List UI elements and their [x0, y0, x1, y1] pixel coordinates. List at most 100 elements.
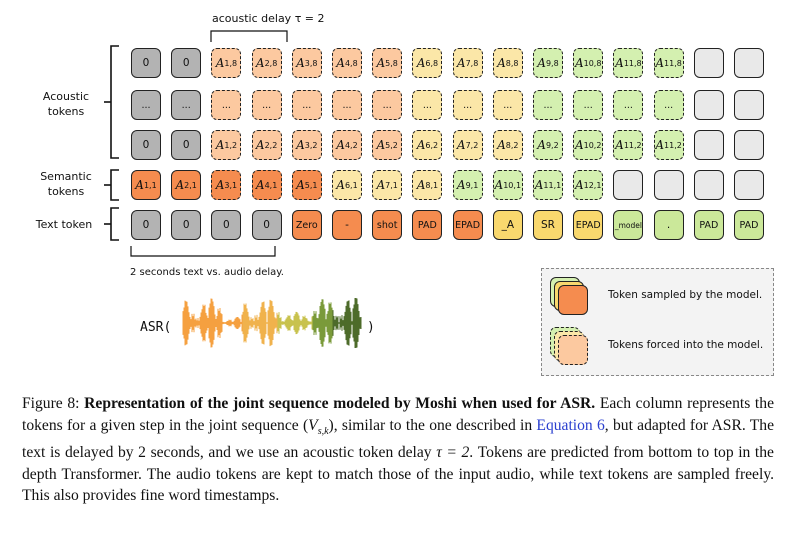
token-acoustic-bottom-4: A 3,2 [291, 130, 322, 160]
token-acoustic-bottom-10: A 9,2 [533, 130, 563, 160]
token-label: A 3,8 [296, 56, 318, 70]
token-acoustic-bottom-5: A 4,2 [332, 130, 362, 160]
token-label: A 11,8 [615, 56, 642, 70]
token-acoustic-top-1: 0 [171, 48, 202, 78]
token-semantic-14 [693, 170, 724, 200]
token-acoustic-bottom-0: 0 [131, 130, 161, 160]
token-acoustic-bottom-15 [734, 130, 764, 160]
caption-text-1: Each column represents the tokens for a … [22, 395, 774, 434]
figure-caption: Figure 8: Representation of the joint se… [22, 393, 774, 507]
token-text-12: _model [613, 210, 644, 240]
token-label [735, 131, 763, 159]
token-acoustic-bottom-13: A 11,2 [653, 130, 684, 160]
token-label: ... [463, 99, 473, 111]
token-label: A 11,8 [655, 56, 682, 70]
token-label: ... [422, 99, 432, 111]
token-text-15: PAD [734, 210, 764, 240]
token-acoustic-bottom-12: A 11,2 [613, 130, 644, 160]
token-label: A 3,2 [296, 138, 318, 152]
token-label: PAD [417, 219, 437, 231]
token-label: ... [543, 99, 553, 111]
token-label: A 12,1 [574, 178, 602, 192]
token-acoustic-top-8: A 7,8 [452, 48, 483, 78]
token-acoustic-middle-1: ... [171, 90, 202, 120]
audio-waveform [182, 298, 362, 348]
token-acoustic-middle-9: ... [492, 90, 523, 120]
asr-close-label: ) [367, 320, 375, 335]
token-acoustic-bottom-1: 0 [171, 130, 202, 160]
token-semantic-5: A 6,1 [332, 170, 362, 200]
token-label: A 1,2 [215, 138, 238, 152]
token-label: A 6,2 [416, 138, 439, 152]
token-label: 0 [182, 139, 190, 151]
token-label: A 9,1 [456, 178, 479, 192]
token-acoustic-middle-4: ... [291, 90, 322, 120]
token-label: . [666, 219, 671, 231]
token-text-5: - [332, 210, 362, 240]
figure-diagram: acoustic delay τ = 2 Acoustic tokens Sem… [26, 12, 774, 376]
token-text-2: 0 [211, 210, 242, 240]
acoustic-delay-bracket [210, 30, 288, 42]
token-acoustic-middle-2: ... [211, 90, 242, 120]
token-semantic-9: A 10,1 [492, 170, 523, 200]
asr-open-label: ASR( [140, 320, 172, 335]
token-label: A 5,8 [376, 56, 398, 70]
token-label: ... [503, 99, 513, 111]
token-label: PAD [699, 219, 719, 231]
token-acoustic-bottom-7: A 6,2 [412, 130, 443, 160]
token-label [735, 171, 763, 199]
token-label: A 1,8 [215, 56, 238, 70]
token-acoustic-top-11: A 10,8 [573, 48, 604, 78]
token-acoustic-bottom-3: A 2,2 [251, 130, 282, 160]
token-label: A 8,1 [416, 178, 439, 192]
token-text-3: 0 [251, 210, 282, 240]
token-acoustic-middle-7: ... [412, 90, 443, 120]
token-label: A 10,2 [574, 138, 602, 152]
token-label: _model [614, 220, 642, 230]
semantic-row-label: Semantic tokens [26, 169, 106, 199]
token-semantic-0: A 1,1 [131, 170, 161, 200]
token-label: A 4,2 [336, 138, 358, 152]
token-acoustic-middle-14 [693, 90, 724, 120]
token-semantic-7: A 8,1 [412, 170, 443, 200]
token-text-13: . [653, 210, 684, 240]
token-semantic-12 [613, 170, 644, 200]
token-label: A 11,2 [655, 138, 682, 152]
token-label: ... [141, 99, 151, 111]
token-label: A 4,1 [255, 178, 278, 192]
token-label: A 10,1 [494, 178, 522, 192]
token-text-7: PAD [412, 210, 443, 240]
token-acoustic-middle-5: ... [332, 90, 362, 120]
token-label: 0 [142, 219, 150, 231]
equation-6-link[interactable]: Equation 6 [536, 416, 605, 434]
token-label: A 7,2 [456, 138, 479, 152]
token-acoustic-middle-15 [734, 90, 764, 120]
caption-math-sub: s,k [317, 425, 329, 437]
token-acoustic-top-7: A 6,8 [412, 48, 443, 78]
semantic-row-label-line2: tokens [47, 185, 85, 198]
token-semantic-1: A 2,1 [171, 170, 202, 200]
text-delay-label: 2 seconds text vs. audio delay. [130, 267, 284, 278]
token-label: Zero [295, 219, 318, 231]
caption-text-2: ), similar to the one described in [328, 416, 537, 434]
token-label: shot [376, 219, 398, 231]
token-label: PAD [739, 219, 759, 231]
token-semantic-11: A 12,1 [573, 170, 604, 200]
token-text-14: PAD [693, 210, 724, 240]
token-label: A 8,2 [497, 138, 519, 152]
token-label: A 4,8 [336, 56, 358, 70]
token-label: A 5,2 [376, 138, 398, 152]
token-label: A 3,1 [215, 178, 238, 192]
token-label: EPAD [575, 219, 601, 231]
token-acoustic-top-12: A 11,8 [613, 48, 644, 78]
forced-token-swatch [550, 327, 590, 367]
legend-sampled-text: Token sampled by the model. [608, 289, 763, 301]
sampled-token-swatch [550, 277, 590, 317]
token-label: ... [342, 99, 352, 111]
token-label: A 6,8 [416, 56, 439, 70]
token-acoustic-bottom-14 [693, 130, 724, 160]
token-label: A 11,2 [615, 138, 642, 152]
token-acoustic-top-10: A 9,8 [533, 48, 563, 78]
token-acoustic-top-9: A 8,8 [492, 48, 523, 78]
token-label: ... [221, 99, 231, 111]
